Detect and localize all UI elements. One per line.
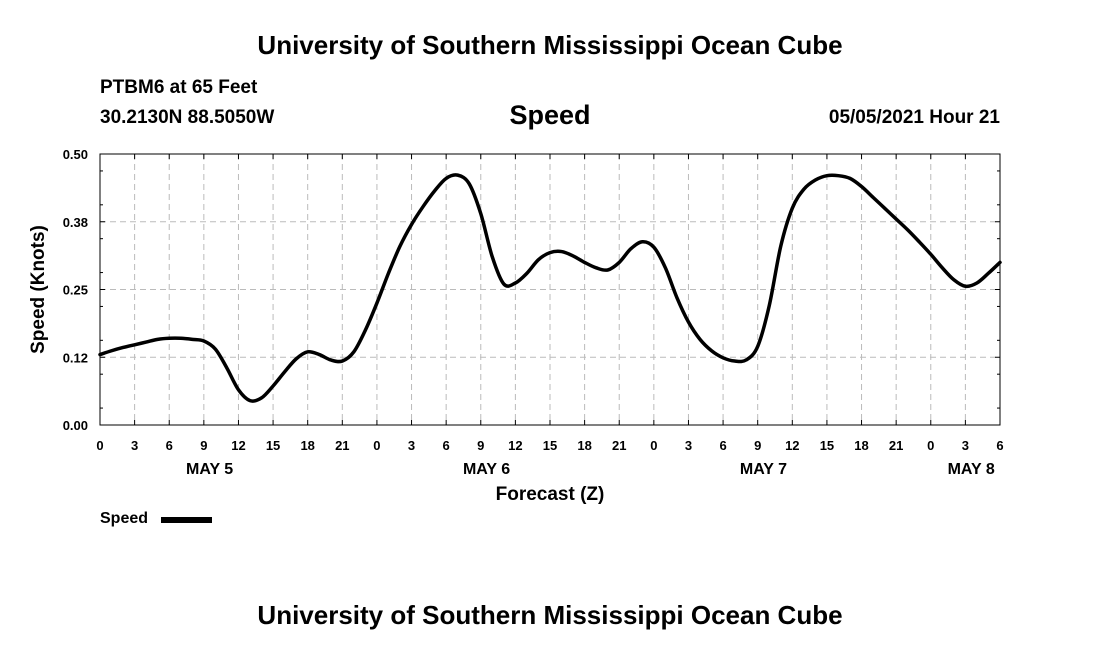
legend-line-swatch <box>161 517 212 523</box>
x-tick-label: 18 <box>300 438 314 453</box>
x-tick-label: 0 <box>927 438 934 453</box>
plot-frame <box>99 153 1001 426</box>
forecast-timestamp: 05/05/2021 Hour 21 <box>828 107 1000 128</box>
chart-title: Speed <box>509 100 591 130</box>
x-tick-label: 9 <box>477 438 484 453</box>
chart-axes: 0 3 6 9 12 15 18 21 0 3 6 9 12 15 18 21 0 3 6 9 12 15 18 21 0 3 6 0… <box>28 147 1004 505</box>
x-tick-label: 0 <box>373 438 380 453</box>
x-tick-label: 21 <box>889 438 903 453</box>
x-tick-label: 9 <box>754 438 761 453</box>
chart-series <box>98 173 1002 403</box>
x-tick-label: 18 <box>854 438 868 453</box>
x-tick-label: 6 <box>166 438 173 453</box>
speed-series-line <box>98 173 1002 403</box>
station-coordinates: 30.2130N 88.5050W <box>100 107 275 128</box>
x-tick-label: 12 <box>785 438 799 453</box>
y-tick-label: 0.25 <box>63 283 88 298</box>
date-label: MAY 7 <box>740 461 787 478</box>
x-tick-label: 21 <box>335 438 349 453</box>
x-tick-label: 6 <box>996 438 1003 453</box>
x-tick-label: 6 <box>719 438 726 453</box>
date-label: MAY 8 <box>948 461 995 478</box>
x-tick-label: 12 <box>231 438 245 453</box>
x-tick-label: 15 <box>820 438 834 453</box>
date-label: MAY 5 <box>186 461 233 478</box>
x-tick-label: 6 <box>443 438 450 453</box>
x-tick-label: 18 <box>577 438 591 453</box>
station-label: PTBM6 at 65 Feet <box>100 77 258 98</box>
x-axis-title: Forecast (Z) <box>496 484 605 505</box>
x-tick-label: 0 <box>96 438 103 453</box>
x-tick-label: 3 <box>962 438 969 453</box>
x-tick-label: 3 <box>131 438 138 453</box>
x-tick-label: 3 <box>685 438 692 453</box>
x-tick-label: 15 <box>266 438 280 453</box>
y-tick-label: 0.38 <box>63 215 88 230</box>
y-tick-label: 0.00 <box>63 418 88 433</box>
y-tick-label: 0.50 <box>63 147 88 162</box>
x-tick-label: 9 <box>200 438 207 453</box>
date-label: MAY 6 <box>463 461 510 478</box>
x-tick-label: 21 <box>612 438 626 453</box>
y-axis-title: Speed (Knots) <box>28 225 49 354</box>
page-title: University of Southern Mississippi Ocean… <box>257 30 843 60</box>
x-tick-label: 3 <box>408 438 415 453</box>
y-tick-label: 0.12 <box>63 350 88 365</box>
x-tick-label: 15 <box>543 438 557 453</box>
x-tick-label: 12 <box>508 438 522 453</box>
chart-grid <box>100 154 1000 425</box>
footer-title: University of Southern Mississippi Ocean… <box>257 600 843 630</box>
legend-label: Speed <box>100 510 149 527</box>
x-tick-label: 0 <box>650 438 657 453</box>
